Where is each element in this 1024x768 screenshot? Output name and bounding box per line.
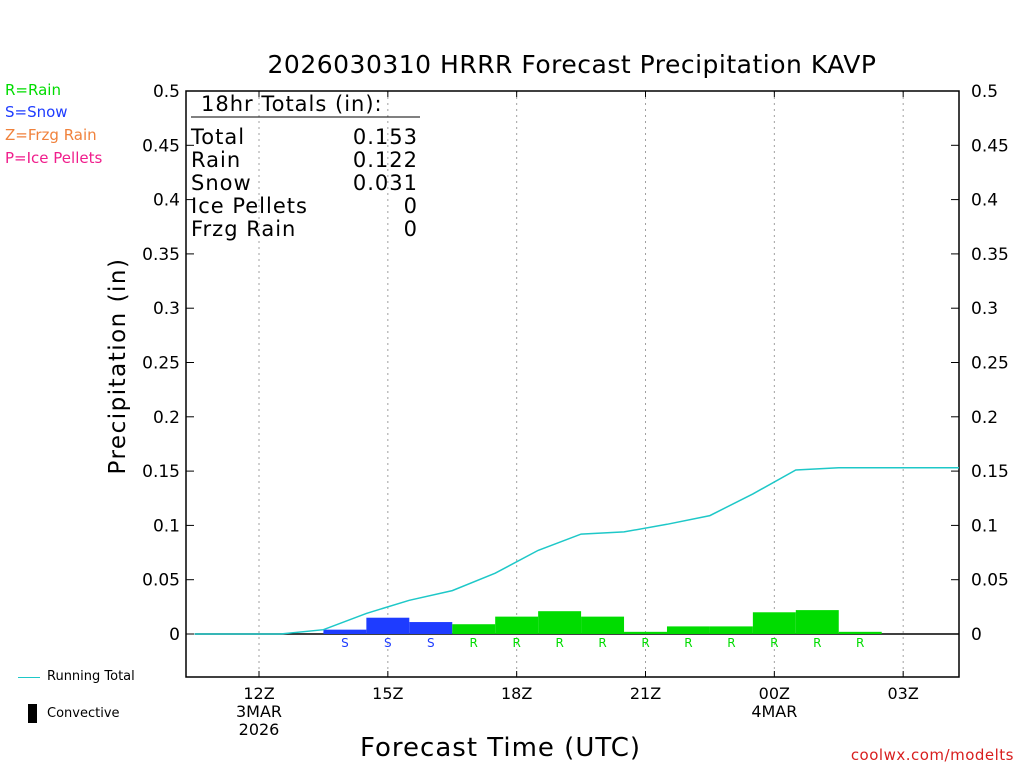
y-tick-label-left: 0.15 <box>142 462 180 482</box>
precip-type-label: S <box>427 636 435 650</box>
y-tick-label-left: 0.1 <box>153 516 180 536</box>
y-tick-label-right: 0.3 <box>971 299 998 319</box>
y-tick-label-left: 0.25 <box>142 354 180 374</box>
precip-bar <box>795 610 839 634</box>
running-total-legend-line <box>18 677 40 678</box>
y-tick-label-left: 0.35 <box>142 245 180 265</box>
totals-header: 18hr Totals (in): <box>201 92 383 116</box>
y-tick-label-right: 0.1 <box>971 516 998 536</box>
x-tick-label: 00Z <box>759 684 790 703</box>
precip-type-label: R <box>770 636 778 650</box>
plot-frame <box>185 90 960 678</box>
legend-snow: S=Snow <box>5 103 68 121</box>
precip-bar <box>581 616 625 634</box>
precip-type-label: R <box>727 636 735 650</box>
totals-value: 0.153 <box>353 125 418 149</box>
precip-bar <box>452 624 496 634</box>
legend-rain: R=Rain <box>5 81 61 99</box>
y-tick-label-right: 0.5 <box>971 82 998 102</box>
running-total-line <box>194 467 959 635</box>
totals-label: Snow <box>191 171 252 195</box>
precip-bar <box>709 626 753 634</box>
y-tick-label-right: 0.25 <box>971 354 1009 374</box>
precip-bar <box>538 611 582 634</box>
precip-bar <box>495 616 539 634</box>
precip-type-label: R <box>856 636 864 650</box>
x-tick-label: 03Z <box>888 684 919 703</box>
x-tick-label: 18Z <box>501 684 532 703</box>
precip-type-label: R <box>598 636 606 650</box>
precip-type-label: R <box>813 636 821 650</box>
y-tick-label-right: 0.15 <box>971 462 1009 482</box>
precip-bar <box>323 629 367 634</box>
x-tick-label: 2026 <box>239 720 280 739</box>
x-tick-label: 21Z <box>630 684 661 703</box>
legend-running-total: Running Total <box>47 669 135 684</box>
totals-value: 0.031 <box>353 171 418 195</box>
y-tick-label-right: 0.4 <box>971 191 998 211</box>
y-tick-label-right: 0.05 <box>971 571 1009 591</box>
legend-frzg-rain: Z=Frzg Rain <box>5 126 97 144</box>
y-axis-label: Precipitation (in) <box>105 257 131 475</box>
totals-value: 0.122 <box>353 148 418 172</box>
precip-bar <box>366 617 410 634</box>
legend-convective: Convective <box>47 706 120 721</box>
y-tick-label-left: 0.4 <box>153 191 180 211</box>
legend-ice-pellets: P=Ice Pellets <box>5 149 103 167</box>
y-tick-label-left: 0.5 <box>153 82 180 102</box>
totals-label: Rain <box>191 148 241 172</box>
precip-bar <box>838 631 882 634</box>
watermark: coolwx.com/modelts <box>850 746 1014 764</box>
precip-type-label: R <box>470 636 478 650</box>
totals-value: 0 <box>404 194 418 218</box>
y-tick-label-right: 0.45 <box>971 136 1009 156</box>
precip-bar <box>666 626 710 634</box>
precip-type-label: R <box>555 636 563 650</box>
precip-type-label: R <box>513 636 521 650</box>
convective-legend-swatch <box>28 704 37 723</box>
chart-title: 2026030310 HRRR Forecast Precipitation K… <box>267 50 877 79</box>
y-tick-label-left: 0.3 <box>153 299 180 319</box>
x-axis-label: Forecast Time (UTC) <box>360 733 642 763</box>
x-tick-label: 3MAR <box>236 702 282 721</box>
precip-type-label: S <box>341 636 349 650</box>
y-tick-label-left: 0.45 <box>142 136 180 156</box>
precip-bar <box>752 612 796 634</box>
y-tick-label-left: 0 <box>169 625 180 645</box>
x-tick-label: 4MAR <box>751 702 797 721</box>
precip-bar <box>409 622 453 634</box>
precip-type-label: R <box>641 636 649 650</box>
precip-type-label: R <box>684 636 692 650</box>
totals-value: 0 <box>404 217 418 241</box>
x-tick-label: 12Z <box>243 684 274 703</box>
precip-bar <box>624 631 667 634</box>
y-tick-label-right: 0.35 <box>971 245 1009 265</box>
y-tick-label-right: 0 <box>971 625 982 645</box>
y-tick-label-left: 0.2 <box>153 408 180 428</box>
totals-label: Total <box>190 125 245 149</box>
y-tick-label-left: 0.05 <box>142 571 180 591</box>
x-tick-label: 15Z <box>372 684 403 703</box>
totals-label: Frzg Rain <box>191 217 296 241</box>
totals-label: Ice Pellets <box>191 194 308 218</box>
y-tick-label-right: 0.2 <box>971 408 998 428</box>
precip-type-label: S <box>384 636 392 650</box>
